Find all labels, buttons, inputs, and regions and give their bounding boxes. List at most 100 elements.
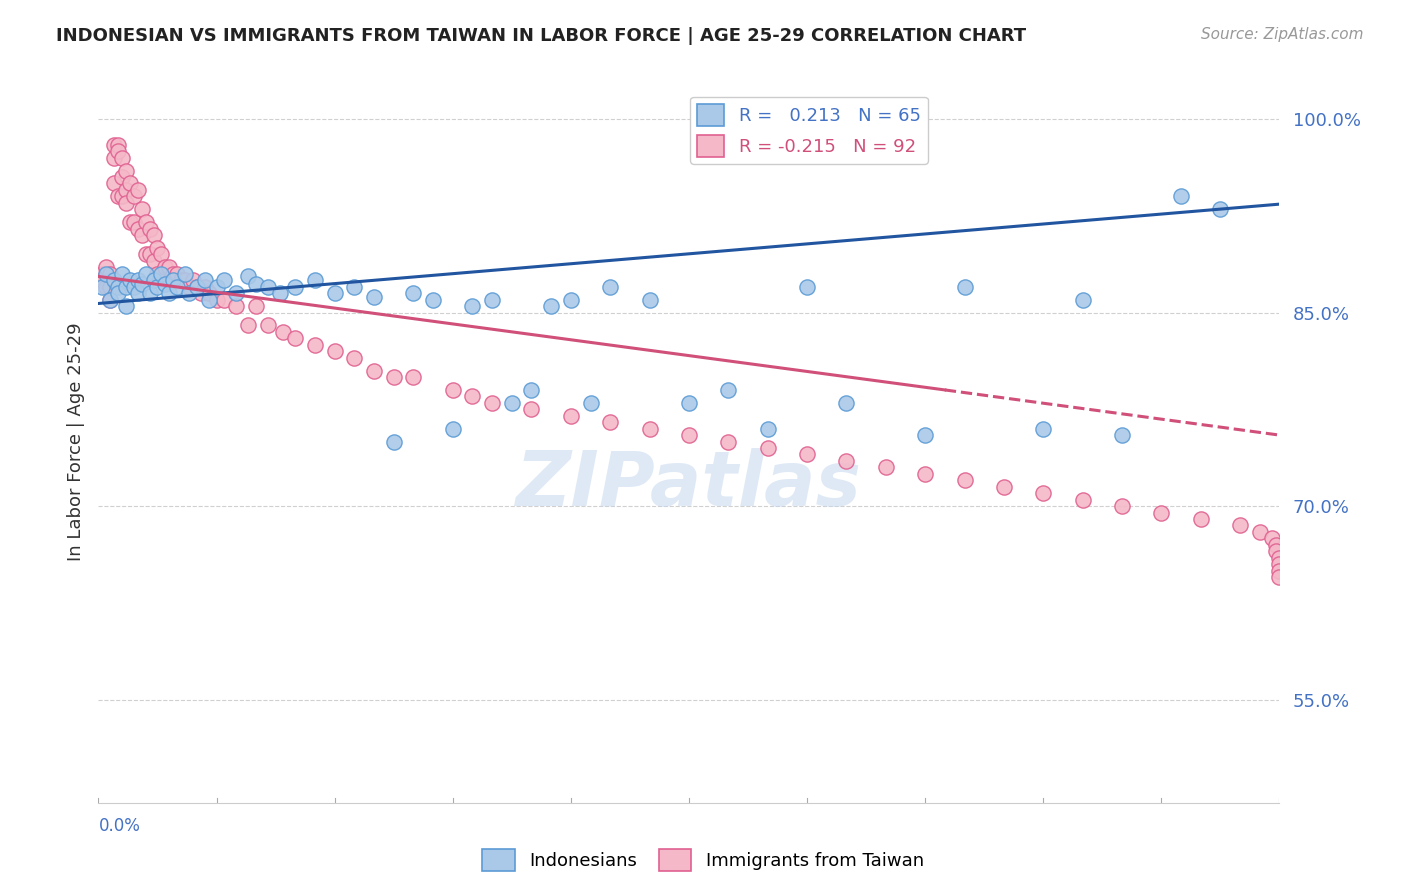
Point (520, 383, 543, 397)
Point (1170, 189, 1192, 203)
Point (127, 221, 149, 235)
Point (131, 202, 153, 217)
Point (402, 286, 425, 301)
Text: 0.0%: 0.0% (98, 817, 141, 835)
Point (162, 273, 184, 287)
Point (91, 267, 114, 281)
Point (96, 260, 118, 275)
Point (157, 260, 180, 275)
Point (236, 318, 259, 333)
Point (756, 422, 779, 436)
Point (363, 363, 385, 377)
Point (1111, 499, 1133, 513)
Point (1268, 570, 1291, 584)
Point (1268, 564, 1291, 578)
Point (560, 293, 582, 307)
Point (157, 286, 180, 301)
Point (107, 279, 129, 293)
Point (103, 137, 125, 152)
Point (166, 267, 188, 281)
Point (142, 273, 165, 287)
Point (155, 260, 177, 275)
Point (236, 269, 259, 284)
Point (98, 267, 121, 281)
Point (111, 169, 134, 184)
Point (245, 299, 267, 313)
Point (796, 279, 818, 293)
Point (205, 279, 228, 293)
Point (135, 267, 157, 281)
Point (190, 286, 212, 301)
Point (953, 473, 976, 487)
Text: ZIPatlas: ZIPatlas (516, 448, 862, 522)
Point (256, 318, 278, 333)
Point (174, 267, 197, 281)
Point (146, 279, 169, 293)
Point (115, 299, 138, 313)
Point (756, 441, 779, 455)
Point (481, 293, 503, 307)
Point (323, 286, 346, 301)
Point (461, 299, 484, 313)
Point (481, 396, 503, 410)
Point (150, 247, 173, 261)
Point (111, 151, 134, 165)
Point (461, 389, 484, 403)
Point (214, 293, 236, 307)
Point (111, 267, 134, 281)
Point (1268, 550, 1291, 565)
Text: Source: ZipAtlas.com: Source: ZipAtlas.com (1201, 27, 1364, 42)
Point (146, 241, 169, 255)
Point (256, 279, 278, 293)
Point (162, 267, 184, 281)
Point (1189, 512, 1212, 526)
Point (166, 279, 188, 293)
Point (304, 273, 326, 287)
Point (138, 221, 160, 235)
Point (402, 370, 425, 384)
Point (382, 370, 405, 384)
Point (579, 396, 602, 410)
Point (150, 267, 173, 281)
Point (717, 434, 740, 449)
Point (441, 422, 464, 436)
Point (678, 396, 700, 410)
Point (1032, 486, 1054, 500)
Point (678, 428, 700, 442)
Point (638, 293, 661, 307)
Point (205, 293, 228, 307)
Point (118, 215, 141, 229)
Point (115, 183, 138, 197)
Point (197, 286, 219, 301)
Point (1150, 506, 1173, 520)
Y-axis label: In Labor Force | Age 25-29: In Labor Force | Age 25-29 (66, 322, 84, 561)
Point (343, 279, 366, 293)
Point (1071, 293, 1094, 307)
Point (135, 215, 157, 229)
Point (214, 273, 236, 287)
Point (284, 279, 307, 293)
Point (122, 279, 145, 293)
Point (96, 267, 118, 281)
Point (540, 299, 562, 313)
Point (197, 293, 219, 307)
Point (993, 480, 1015, 494)
Point (146, 267, 169, 281)
Point (501, 396, 523, 410)
Point (225, 286, 247, 301)
Point (269, 286, 291, 301)
Point (1032, 422, 1054, 436)
Point (103, 151, 125, 165)
Point (177, 279, 200, 293)
Point (343, 351, 366, 365)
Point (127, 273, 149, 287)
Point (1111, 428, 1133, 442)
Point (953, 279, 976, 293)
Point (1260, 531, 1282, 545)
Point (142, 228, 165, 243)
Point (1264, 544, 1286, 558)
Point (111, 189, 134, 203)
Point (142, 254, 165, 268)
Point (560, 409, 582, 423)
Point (1209, 202, 1232, 217)
